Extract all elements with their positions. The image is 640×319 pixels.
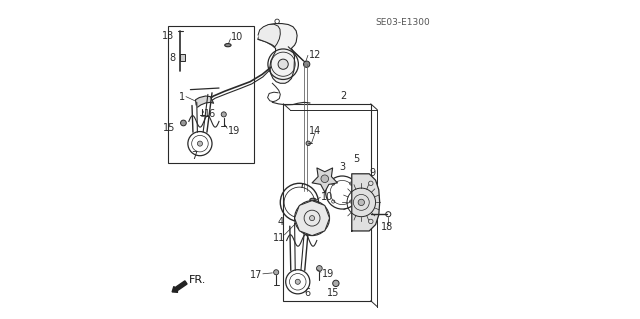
Circle shape: [295, 279, 300, 284]
Circle shape: [221, 112, 227, 117]
Text: 12: 12: [309, 50, 321, 60]
Text: 1: 1: [179, 92, 185, 102]
Text: 5: 5: [353, 154, 359, 164]
Text: 6: 6: [304, 288, 310, 298]
Text: 10: 10: [321, 192, 333, 202]
Text: 19: 19: [228, 126, 240, 136]
Circle shape: [306, 141, 310, 145]
Text: 13: 13: [163, 31, 175, 41]
Text: 15: 15: [163, 123, 175, 133]
Bar: [284, 104, 371, 301]
Polygon shape: [312, 168, 337, 192]
Polygon shape: [294, 201, 330, 236]
Text: 17: 17: [250, 270, 262, 280]
Text: 7: 7: [191, 151, 197, 161]
Bar: [168, 26, 254, 163]
Text: 16: 16: [204, 109, 216, 119]
Circle shape: [333, 280, 339, 286]
Text: 19: 19: [321, 269, 334, 279]
Circle shape: [303, 61, 310, 67]
Polygon shape: [258, 24, 297, 83]
Circle shape: [358, 199, 364, 205]
Circle shape: [317, 266, 322, 271]
FancyArrow shape: [172, 281, 187, 292]
Circle shape: [180, 120, 186, 126]
Text: 3: 3: [339, 162, 345, 172]
Circle shape: [310, 216, 315, 221]
Circle shape: [321, 175, 328, 182]
Circle shape: [197, 141, 202, 146]
Text: 4: 4: [278, 217, 284, 227]
Polygon shape: [195, 96, 214, 107]
Text: 15: 15: [326, 288, 339, 298]
Text: 8: 8: [169, 53, 175, 63]
Text: FR.: FR.: [189, 275, 207, 285]
Circle shape: [278, 59, 288, 69]
Text: 14: 14: [309, 127, 321, 137]
Ellipse shape: [310, 198, 316, 201]
Bar: [180, 54, 186, 61]
Polygon shape: [352, 174, 380, 231]
Polygon shape: [258, 24, 280, 47]
Text: SE03-E1300: SE03-E1300: [375, 19, 430, 27]
Circle shape: [274, 270, 278, 275]
Ellipse shape: [225, 44, 231, 47]
Text: 11: 11: [273, 233, 285, 243]
Text: 9: 9: [369, 168, 375, 178]
Text: 10: 10: [231, 32, 243, 42]
Text: 2: 2: [340, 91, 346, 101]
Text: 18: 18: [381, 222, 393, 232]
